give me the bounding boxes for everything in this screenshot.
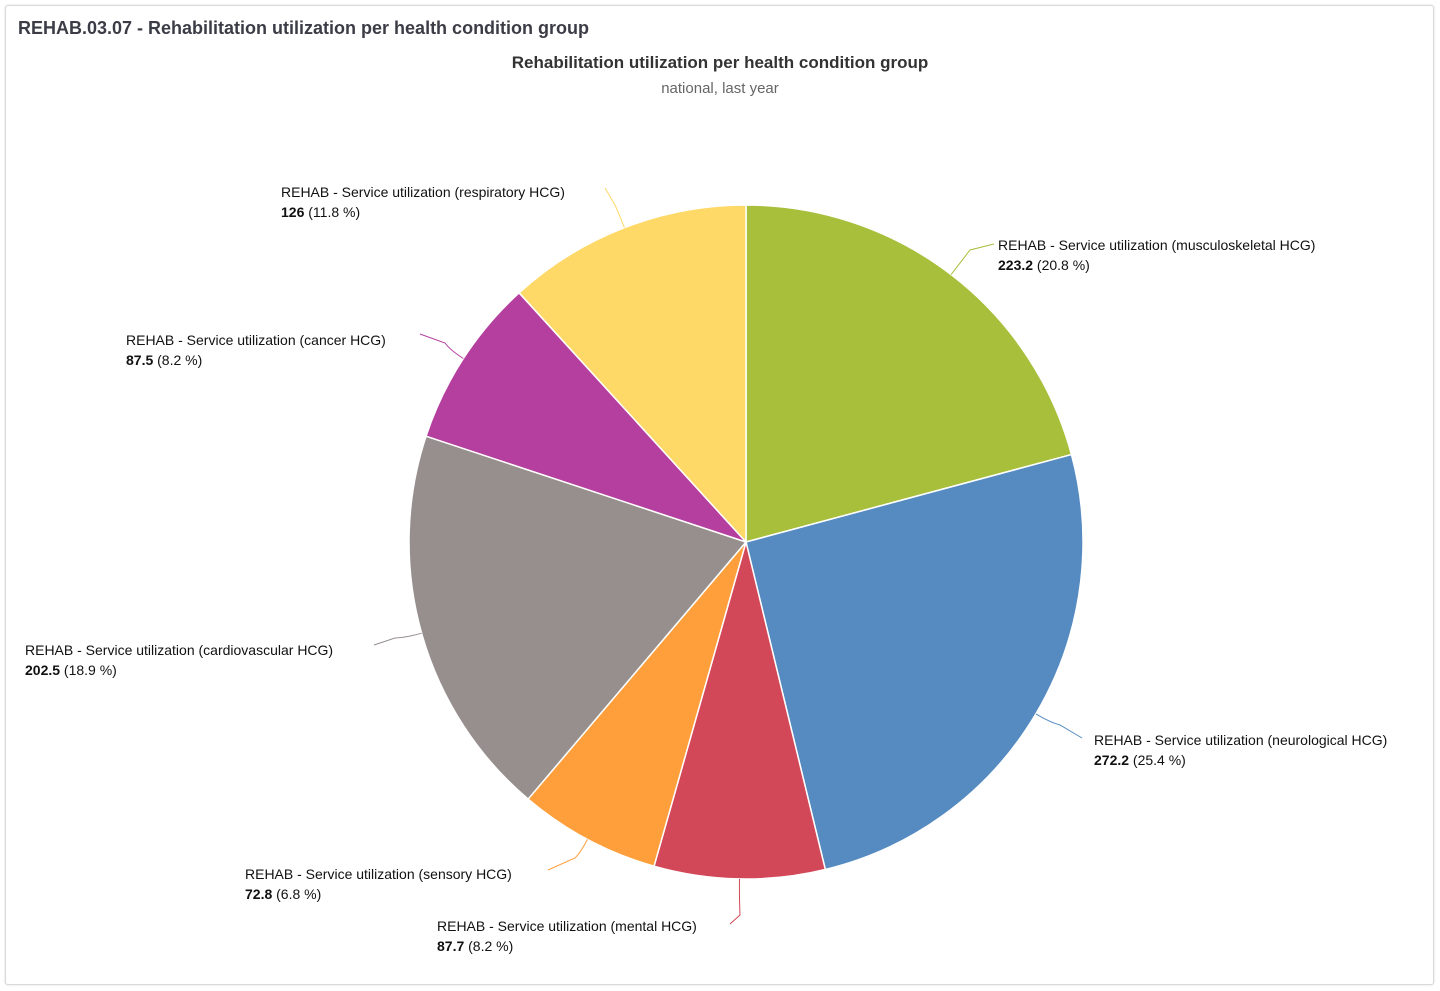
pie-slices [408,204,1084,880]
slice-percent: (18.9 %) [60,662,117,678]
slice-value: 87.5 [126,352,153,368]
slice-percent: (8.2 %) [153,352,202,368]
panel-title: REHAB.03.07 - Rehabilitation utilization… [18,18,590,38]
label-connectors [373,187,1083,925]
label-connector [547,839,588,871]
pie-slice[interactable] [745,204,1073,543]
slice-label-name: REHAB - Service utilization (cardiovascu… [25,642,333,658]
slice-label-value: 202.5 (18.9 %) [25,662,117,678]
slice-percent: (25.4 %) [1129,752,1186,768]
label-connector [419,333,464,359]
slice-label-name: REHAB - Service utilization (neurologica… [1094,732,1387,748]
chart-title: Rehabilitation utilization per health co… [512,53,928,72]
slice-label-name: REHAB - Service utilization (musculoskel… [998,237,1315,253]
slice-value: 223.2 [998,257,1033,273]
slice-label-name: REHAB - Service utilization (cancer HCG) [126,332,386,348]
slice-percent: (6.8 %) [272,886,321,902]
slice-percent: (11.8 %) [304,204,360,220]
slice-label-value: 87.7 (8.2 %) [437,938,513,954]
pie-slice[interactable] [527,541,747,867]
label-connector [729,878,741,925]
pie-slice[interactable] [518,204,747,543]
label-connector [950,243,995,275]
slice-value: 87.7 [437,938,464,954]
slice-label-value: 223.2 (20.8 %) [998,257,1090,273]
slice-label-value: 87.5 (8.2 %) [126,352,202,368]
chart-subtitle: national, last year [661,80,779,97]
slice-value: 72.8 [245,886,272,902]
slice-label-value: 72.8 (6.8 %) [245,886,321,902]
slice-label-value: 272.2 (25.4 %) [1094,752,1186,768]
slice-label-name: REHAB - Service utilization (mental HCG) [437,918,697,934]
slice-label-value: 126 (11.8 %) [281,204,360,220]
pie-slice[interactable] [745,453,1084,871]
slice-value: 202.5 [25,662,60,678]
label-connector [373,632,422,646]
slice-percent: (8.2 %) [464,938,513,954]
slice-value: 126 [281,204,305,220]
slice-label-name: REHAB - Service utilization (sensory HCG… [245,866,512,882]
label-connector [1035,713,1083,739]
slice-labels: REHAB - Service utilization (musculoskel… [25,184,1387,954]
slice-percent: (20.8 %) [1033,257,1090,273]
pie-slice[interactable] [408,435,747,800]
pie-slice[interactable] [425,292,747,543]
slice-label-name: REHAB - Service utilization (respiratory… [281,184,565,200]
slice-value: 272.2 [1094,752,1129,768]
label-connector [604,187,625,228]
